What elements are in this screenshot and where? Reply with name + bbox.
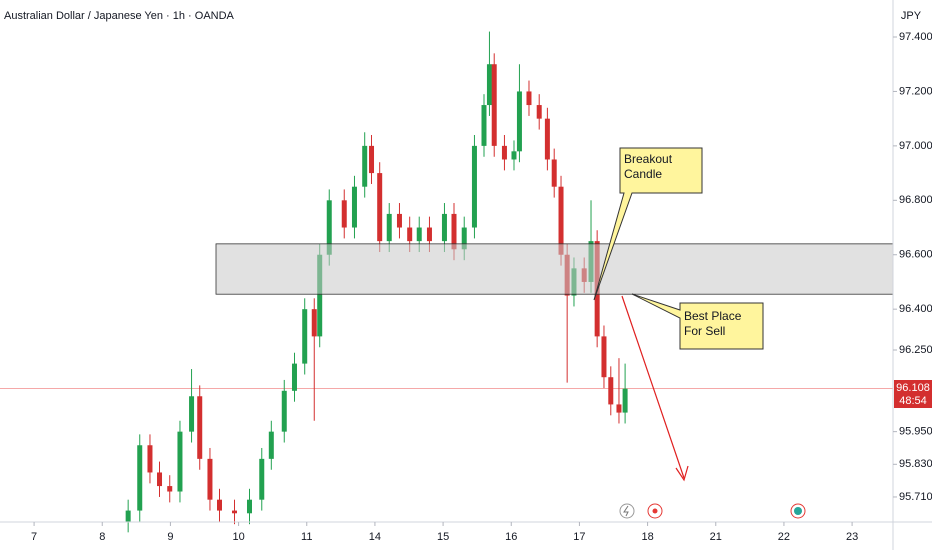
candle-body — [544, 118, 550, 160]
x-tick-label: 16 — [505, 531, 517, 543]
supply-zone — [215, 243, 894, 295]
x-tick-label: 23 — [846, 531, 858, 543]
event-icon-glyph — [794, 507, 802, 515]
callout-box — [593, 147, 703, 301]
candle-body — [317, 254, 323, 337]
x-tick-label: 8 — [99, 531, 105, 543]
y-tick-label: 95.710 — [899, 491, 932, 503]
candle-body — [341, 200, 347, 228]
y-tick-label: 97.000 — [899, 140, 932, 152]
candle-body — [147, 445, 153, 473]
event-icon-glyph — [652, 508, 658, 514]
candle-body — [551, 159, 557, 187]
x-tick-label: 10 — [232, 531, 244, 543]
candle-body — [416, 227, 422, 242]
candle-body — [157, 472, 163, 487]
callout-text: Best Place For Sell — [684, 309, 742, 338]
candle-body — [362, 145, 368, 187]
candle-body — [177, 431, 183, 492]
candle-body — [608, 377, 614, 405]
callout-text-box: Breakout Candle — [624, 152, 673, 181]
last-price-label: 96.108 — [896, 382, 930, 394]
y-tick-label: 97.400 — [899, 31, 932, 43]
candle-body — [491, 64, 497, 146]
arrow-head — [675, 465, 689, 482]
candle-body — [207, 458, 213, 500]
candle-body — [351, 186, 357, 228]
event-icon-glyph — [623, 505, 629, 517]
candle-body — [601, 336, 607, 378]
candle-body — [441, 213, 447, 242]
candle-body — [511, 151, 517, 160]
callout-text-box: Best Place For Sell — [684, 309, 742, 338]
callout-text: Breakout Candle — [624, 152, 673, 181]
candle-body — [516, 91, 522, 152]
candle-body — [616, 404, 622, 413]
candle-body — [481, 105, 487, 146]
candle-body — [189, 396, 195, 432]
candle-body — [396, 213, 402, 228]
y-tick-label: 96.400 — [899, 303, 932, 315]
breakout-callout: Breakout Candle — [593, 147, 703, 301]
currency-label: JPY — [901, 10, 922, 22]
y-tick-label: 95.950 — [899, 426, 932, 438]
y-tick-label: 96.600 — [899, 249, 932, 261]
candle-body — [137, 445, 143, 511]
last-price-tag — [894, 380, 932, 408]
candle-body — [268, 431, 274, 459]
event-icon[interactable] — [619, 503, 635, 519]
y-tick-label: 97.200 — [899, 85, 932, 97]
candle-body — [526, 91, 532, 106]
x-tick-label: 17 — [573, 531, 585, 543]
candle-body — [259, 458, 265, 500]
candle-body — [377, 173, 383, 242]
sell-callout: Best Place For Sell — [631, 293, 764, 350]
candle-body — [426, 227, 432, 242]
candle-body — [311, 309, 317, 337]
candle-body — [291, 363, 297, 391]
candle-body — [461, 227, 467, 250]
x-tick-label: 15 — [437, 531, 449, 543]
y-tick-label: 96.800 — [899, 194, 932, 206]
candle-body — [407, 227, 413, 242]
candle-body — [167, 486, 173, 492]
candle-body — [302, 309, 308, 364]
candle-body — [197, 396, 203, 459]
candle-body — [501, 145, 507, 160]
candle-body — [125, 510, 131, 522]
plot-area — [0, 31, 894, 533]
candle-body — [622, 388, 628, 413]
x-tick-label: 18 — [641, 531, 653, 543]
candle-body — [231, 510, 237, 514]
candle-body — [536, 105, 542, 119]
candle-body — [558, 186, 564, 255]
x-tick-label: 11 — [301, 531, 312, 543]
candle-body — [369, 145, 375, 174]
candle-body — [246, 499, 252, 514]
candle-body — [486, 64, 492, 106]
x-tick-label: 14 — [369, 531, 381, 543]
y-tick-label: 95.830 — [899, 458, 932, 470]
candle-body — [217, 499, 223, 511]
countdown-label: 48:54 — [899, 395, 927, 407]
candle-body — [471, 145, 477, 228]
candle-body — [326, 200, 332, 255]
candle-body — [451, 213, 457, 250]
x-tick-label: 7 — [31, 531, 37, 543]
trend-arrow — [621, 295, 685, 479]
callout-box — [631, 293, 764, 350]
candle-body — [281, 390, 287, 432]
candle-body — [386, 213, 392, 242]
y-tick-label: 96.250 — [899, 344, 932, 356]
chart-title: Australian Dollar / Japanese Yen · 1h · … — [4, 10, 235, 22]
x-tick-label: 9 — [167, 531, 173, 543]
x-tick-label: 22 — [778, 531, 790, 543]
x-tick-label: 21 — [710, 531, 722, 543]
